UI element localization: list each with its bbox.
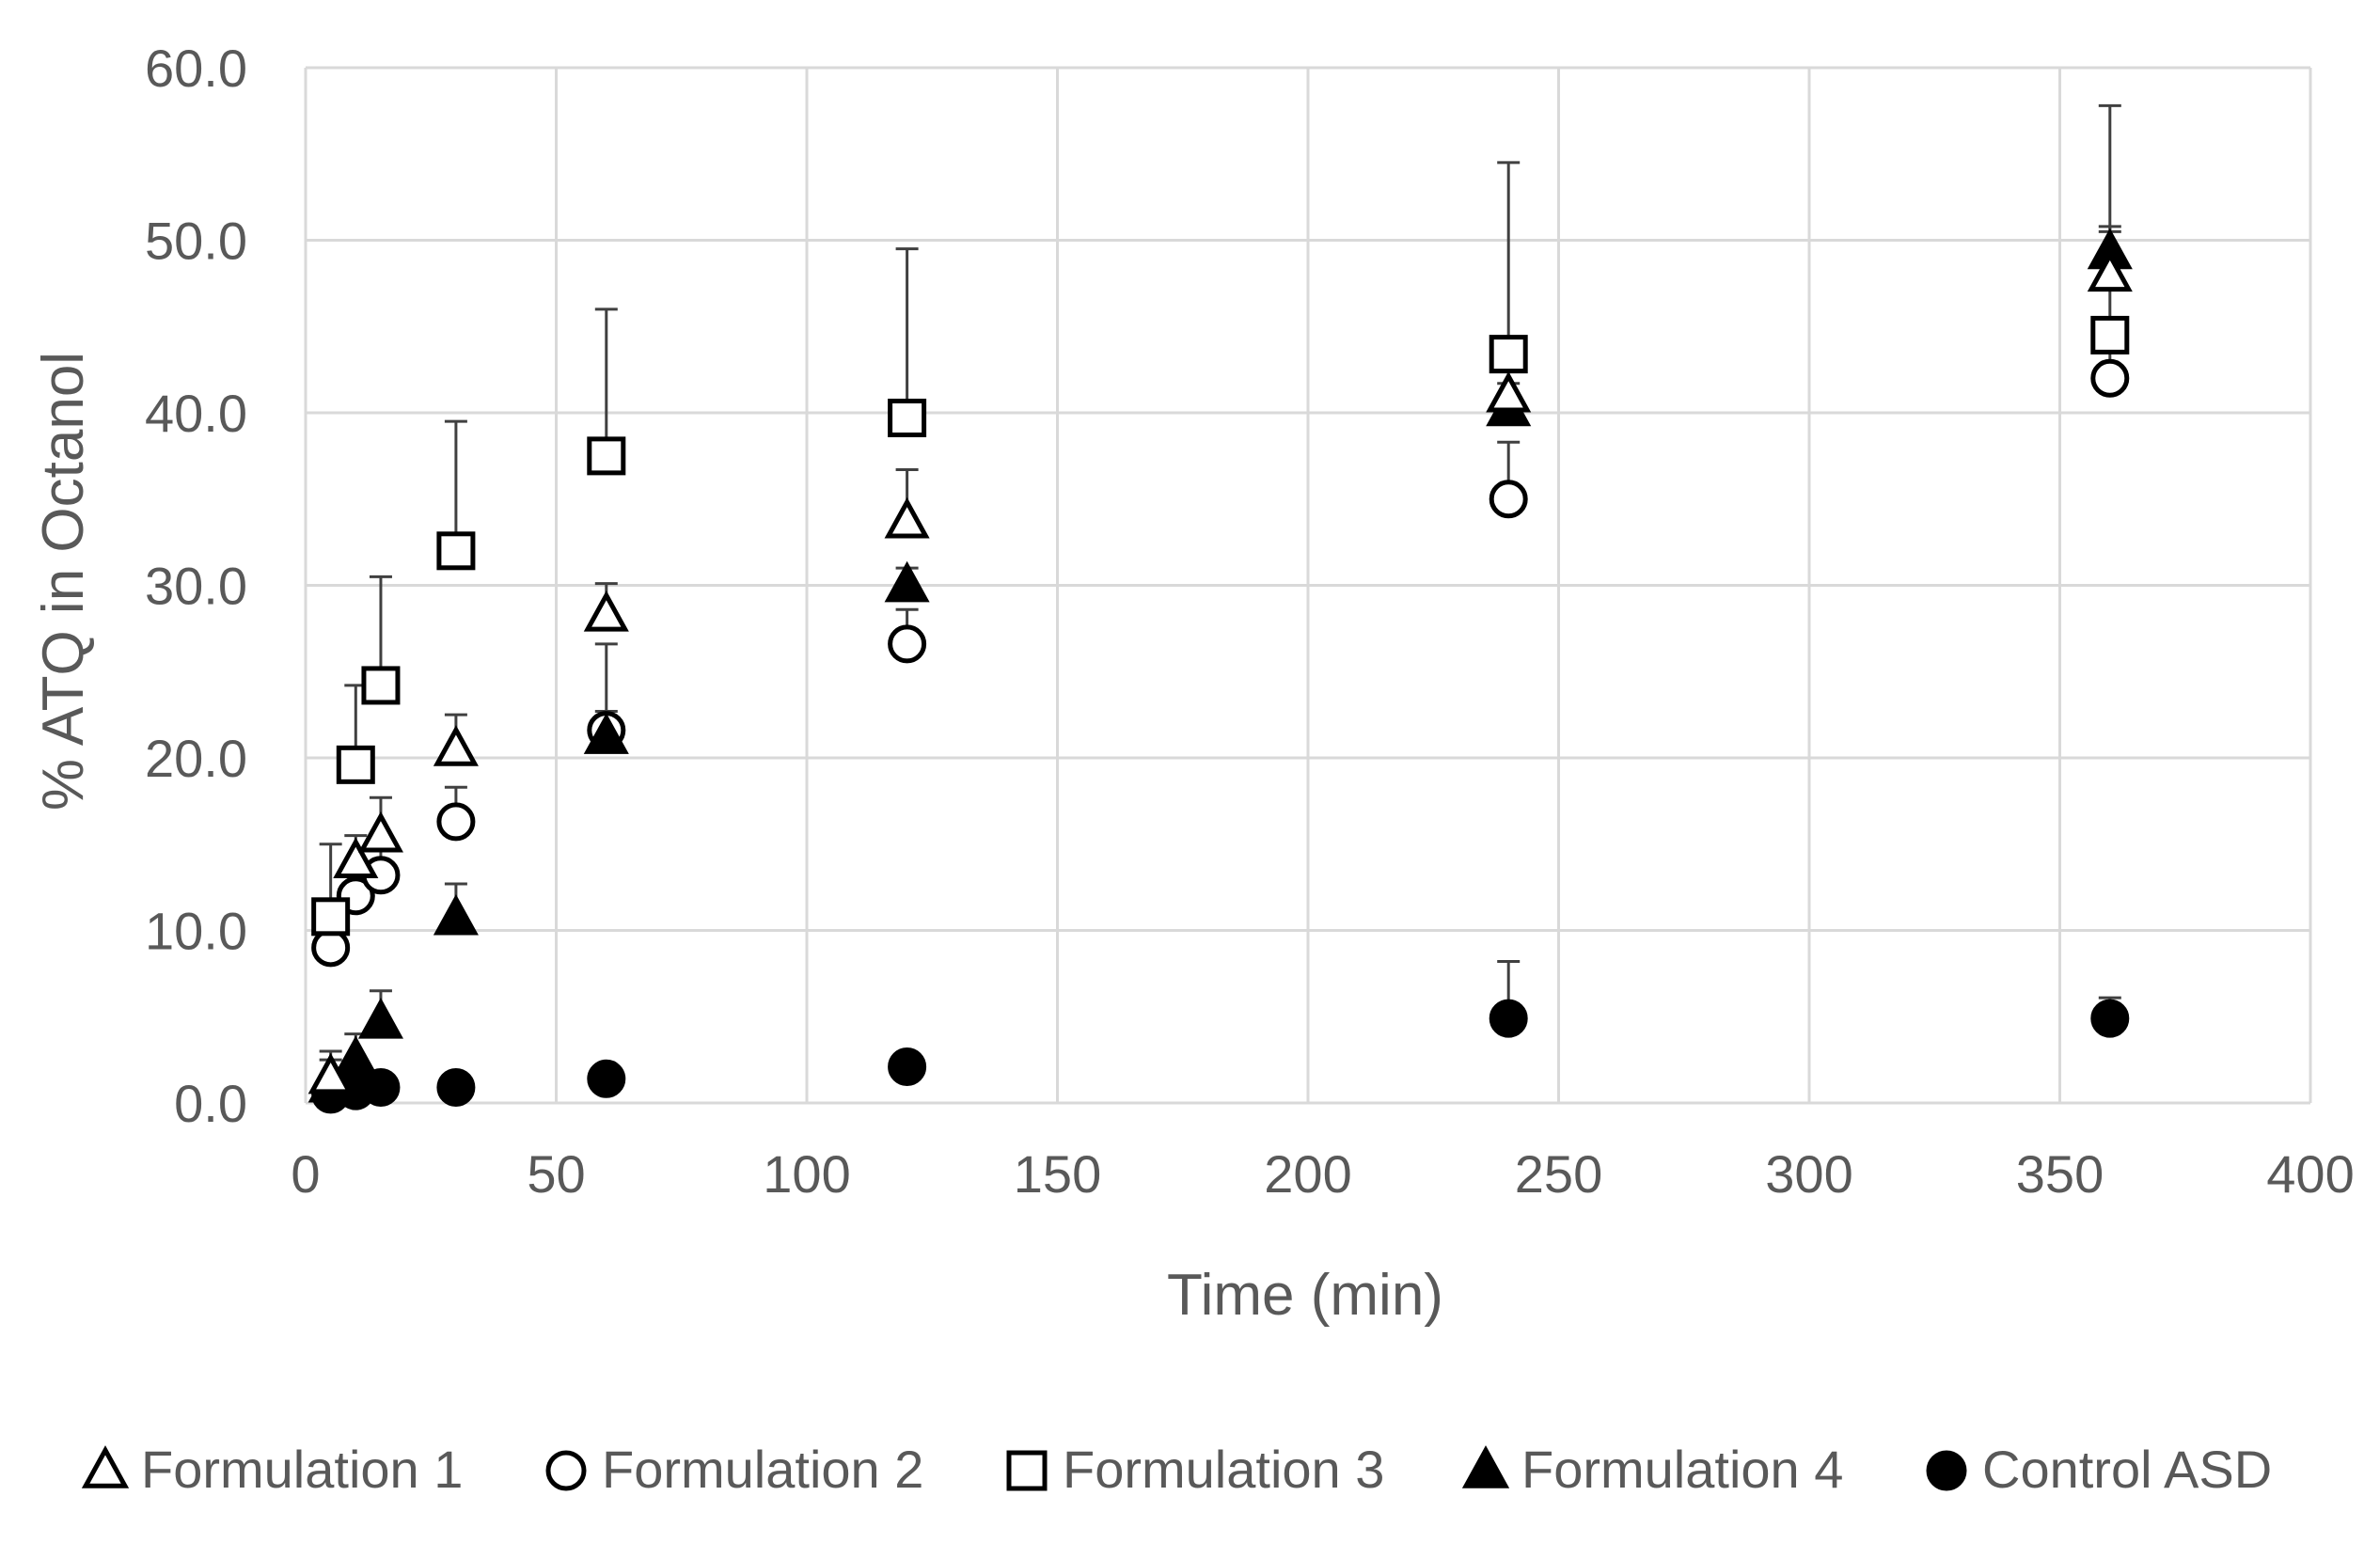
data-point <box>311 897 351 937</box>
y-tick-label: 50.0 <box>145 212 247 271</box>
legend-marker <box>1006 1450 1048 1491</box>
x-tick-label: 150 <box>1014 1144 1101 1204</box>
legend-label: Formulation 2 <box>602 1440 923 1499</box>
x-tick-label: 400 <box>2266 1144 2354 1204</box>
legend-marker <box>1461 1445 1510 1488</box>
data-point <box>888 399 927 438</box>
x-tick-label: 350 <box>2016 1144 2104 1204</box>
data-point <box>361 666 401 705</box>
data-point <box>307 1052 354 1094</box>
x-tick-label: 200 <box>1264 1144 1351 1204</box>
y-tick-label: 60.0 <box>145 39 247 98</box>
data-point <box>357 811 403 853</box>
data-point <box>2090 358 2130 398</box>
data-point <box>436 802 476 842</box>
data-point <box>888 1047 927 1086</box>
legend-label: Formulation 1 <box>141 1440 463 1499</box>
data-point <box>1489 335 1528 374</box>
legend: Formulation 1 Formulation 2 Formulation 3 F… <box>81 1440 2272 1499</box>
data-point <box>357 998 403 1039</box>
legend-label: Formulation 4 <box>1521 1440 1843 1499</box>
y-axis-title: % ATQ in Octanol <box>31 352 96 811</box>
y-tick-label: 10.0 <box>145 902 247 961</box>
data-point <box>333 837 379 878</box>
data-point <box>888 624 927 664</box>
data-point <box>333 1035 379 1078</box>
x-tick-label: 300 <box>1765 1144 1852 1204</box>
data-point <box>2090 315 2130 354</box>
data-point <box>583 713 629 754</box>
legend-marker <box>81 1445 130 1488</box>
data-point <box>436 1067 476 1107</box>
data-point <box>433 893 479 936</box>
data-point <box>884 496 930 539</box>
y-tick-label: 30.0 <box>145 557 247 616</box>
legend-marker <box>1926 1450 1967 1491</box>
data-point <box>433 725 479 766</box>
x-tick-label: 250 <box>1515 1144 1602 1204</box>
data-point <box>884 560 930 603</box>
grid-layer <box>304 66 2312 1105</box>
data-markers <box>307 228 2133 1114</box>
y-tick-label: 20.0 <box>145 729 247 788</box>
legend-label: Formulation 3 <box>1063 1440 1384 1499</box>
data-point <box>2087 250 2133 292</box>
y-tick-label: 0.0 <box>174 1074 247 1133</box>
x-tick-label: 50 <box>527 1144 585 1204</box>
data-point <box>587 1059 626 1098</box>
x-tick-label: 100 <box>763 1144 850 1204</box>
x-tick-label: 0 <box>291 1144 320 1204</box>
data-point <box>436 531 476 571</box>
data-point <box>583 590 629 632</box>
data-point <box>361 1067 401 1107</box>
error-bars <box>319 103 2121 1094</box>
legend-marker <box>545 1450 587 1491</box>
data-point <box>1489 999 1528 1038</box>
data-point <box>2090 999 2130 1038</box>
tick-labels: 0 50 100 150 200 250 300 350 400 0.0 10.0 20.0 30.0 4… <box>145 39 2355 1204</box>
legend-label: Control ASD <box>1982 1440 2272 1499</box>
x-axis-title: Time (min) <box>1167 1263 1443 1328</box>
data-point <box>336 745 375 784</box>
y-tick-label: 40.0 <box>145 384 247 443</box>
data-point <box>587 436 626 476</box>
data-point <box>1486 370 1532 413</box>
data-point <box>1489 480 1528 519</box>
